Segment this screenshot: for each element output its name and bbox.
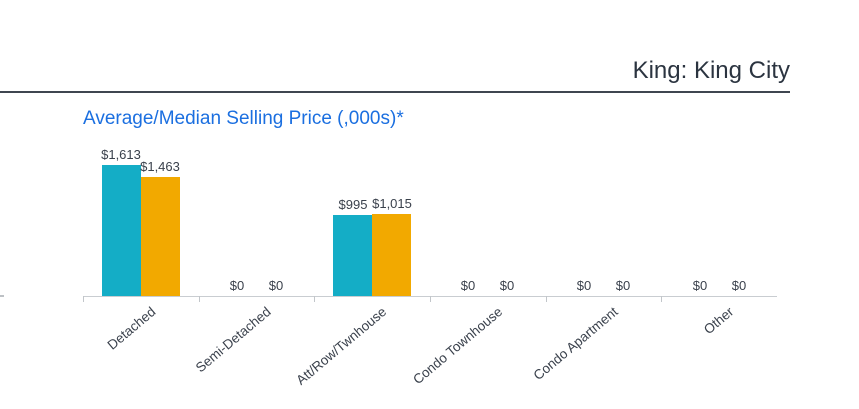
x-axis-tick [546,296,547,302]
data-label-average-condo-townhouse: $0 [460,278,476,293]
data-label-average-condo-apartment: $0 [576,278,592,293]
data-label-median-att-row-twnhouse: $1,015 [372,196,412,211]
x-axis-label-detached: Detached [104,304,159,353]
page-title: King: King City [632,57,790,84]
x-axis-tick [661,296,662,302]
header-divider [0,91,790,93]
x-axis-tick [199,296,200,302]
x-axis-tick [430,296,431,302]
data-label-average-semi-detached: $0 [229,278,245,293]
x-axis-label-semi-detached: Semi-Detached [192,304,274,376]
data-label-median-condo-townhouse: $0 [499,278,515,293]
data-label-average-detached: $1,613 [101,147,141,162]
data-label-median-condo-apartment: $0 [615,278,631,293]
bar-median-detached [141,177,180,296]
data-label-median-other: $0 [731,278,747,293]
x-axis-tick [314,296,315,302]
data-label-median-detached: $1,463 [140,159,180,174]
cropped-left-axis-fragment [0,295,4,297]
x-axis-label-att-row-twnhouse: Att/Row/Twnhouse [293,304,390,388]
bar-median-att-row-twnhouse [372,214,411,296]
bar-average-att-row-twnhouse [333,215,372,296]
chart-title: Average/Median Selling Price (,000s)* [83,108,404,129]
data-label-average-att-row-twnhouse: $995 [338,197,368,212]
x-axis-label-condo-apartment: Condo Apartment [530,304,621,384]
x-axis-label-condo-townhouse: Condo Townhouse [410,304,506,388]
x-axis-tick [83,296,84,302]
data-label-average-other: $0 [692,278,708,293]
bar-average-detached [102,165,141,296]
x-axis-label-other: Other [701,304,737,338]
data-label-median-semi-detached: $0 [268,278,284,293]
